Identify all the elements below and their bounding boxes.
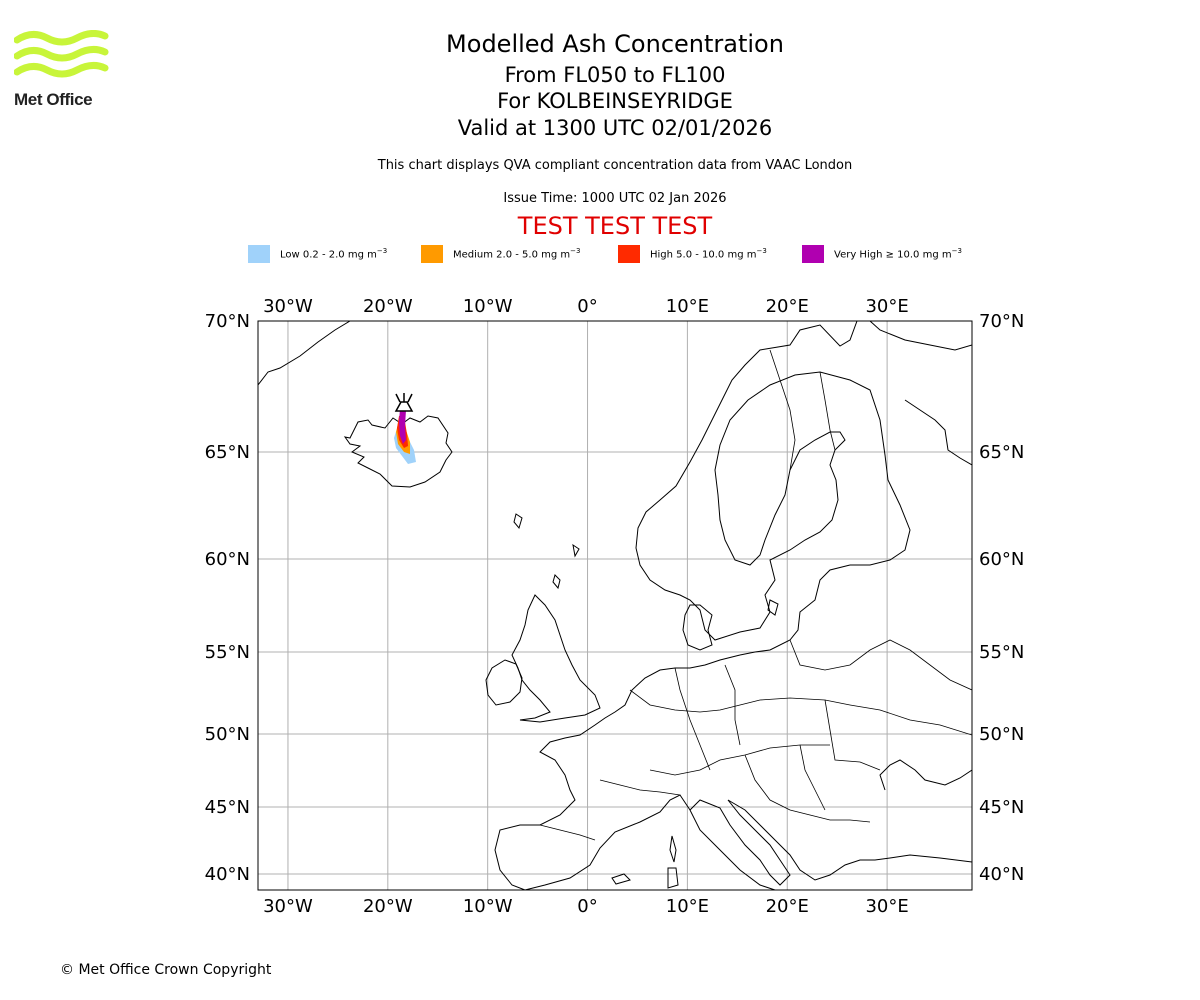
legend-item-very-high: Very High ≥ 10.0 mg m−3 [802,244,962,264]
lon-tick-label-bottom: 20°W [363,896,413,917]
graticule [258,321,972,890]
mallorca-coast [611,873,631,885]
lat-tick-label-right: 55°N [979,642,1024,663]
lon-tick-label-bottom: 10°W [463,896,513,917]
balkans-coast [727,799,972,881]
sardinia-coast [667,867,679,889]
legend-swatch-low [248,245,270,263]
legend-swatch-high [618,245,640,263]
lat-tick-label-right: 70°N [979,311,1024,332]
valid-time: Valid at 1300 UTC 02/01/2026 [457,116,773,140]
lat-tick-label-right: 50°N [979,724,1024,745]
iceland-coast [343,415,453,488]
iberia-coast [524,794,776,890]
lat-tick-label-left: 70°N [205,311,250,332]
coastlines [258,321,972,890]
denmark-coast [682,604,713,651]
white-sea-coast [904,399,972,466]
volcano-name: For KOLBEINSEYRIDGE [497,89,733,113]
lon-tick-label-bottom: 0° [577,896,597,917]
legend-swatch-medium [421,245,443,263]
black-sea-coast [879,759,972,791]
greenland-coast [258,321,351,386]
lat-tick-label-right: 60°N [979,549,1024,570]
qva-note: This chart displays QVA compliant concen… [377,158,853,173]
lon-tick-label-bottom: 20°E [766,896,809,917]
chart-title: Modelled Ash Concentration [446,30,784,58]
legend-label-low: Low 0.2 - 2.0 mg m [280,249,377,261]
lon-tick-label-top: 20°W [363,296,413,317]
scandinavia-coast [635,321,911,641]
ash-plume-very-high [399,408,406,444]
ireland-coast [485,659,523,706]
lat-tick-label-right: 45°N [979,797,1024,818]
orkney-coast [572,543,580,558]
lon-tick-label-top: 30°W [263,296,313,317]
lon-tick-label-top: 20°E [766,296,809,317]
legend-item-high: High 5.0 - 10.0 mg m−3 [618,244,767,264]
lat-tick-label-left: 45°N [205,797,250,818]
lat-tick-label-left: 50°N [205,724,250,745]
map-frame [257,320,973,891]
legend-label-high: High 5.0 - 10.0 mg m [650,249,757,261]
britain-coast [511,594,601,723]
lat-tick-label-left: 60°N [205,549,250,570]
flight-levels: From FL050 to FL100 [504,63,726,87]
corsica-coast [669,835,677,863]
gotland-coast [767,599,779,616]
baltic-coast [739,564,851,656]
legend-item-medium: Medium 2.0 - 5.0 mg m−3 [421,244,580,264]
legend-label-medium: Medium 2.0 - 5.0 mg m [453,249,571,261]
lat-tick-label-right: 40°N [979,864,1024,885]
met-office-logo: Met Office [13,29,109,112]
legend-item-low: Low 0.2 - 2.0 mg m−3 [248,244,387,264]
kola-coast [869,321,972,351]
lon-tick-label-bottom: 10°E [666,896,709,917]
legend-label-very-high: Very High ≥ 10.0 mg m [834,249,952,261]
test-banner: TEST TEST TEST [517,212,713,240]
lon-tick-label-bottom: 30°E [865,896,908,917]
lat-tick-label-right: 65°N [979,442,1024,463]
lon-tick-label-top: 10°E [666,296,709,317]
lat-tick-label-left: 55°N [205,642,250,663]
faroes-coast [513,513,523,530]
legend-swatch-very-high [802,245,824,263]
met-office-waves-icon [13,29,109,78]
axis-tick-labels: 30°W 30°W 20°W 20°W 10°W 10°W 0° 0° 10°E 10°E 20°E… [205,296,1025,917]
lon-tick-label-top: 0° [577,296,597,317]
italy-coast [689,799,791,886]
lat-tick-label-left: 65°N [205,442,250,463]
continent-coast [494,654,741,890]
volcano-icon [394,393,414,412]
copyright-notice: © Met Office Crown Copyright [60,962,272,978]
lon-tick-label-top: 30°E [865,296,908,317]
shetland-coast [552,574,561,590]
lat-tick-label-left: 40°N [205,864,250,885]
lon-tick-label-bottom: 30°W [263,896,313,917]
issue-time: Issue Time: 1000 UTC 02 Jan 2026 [503,191,727,206]
country-borders [539,349,972,841]
ash-plume [394,408,416,464]
lon-tick-label-top: 10°W [463,296,513,317]
brand-name: Met Office [14,90,93,109]
